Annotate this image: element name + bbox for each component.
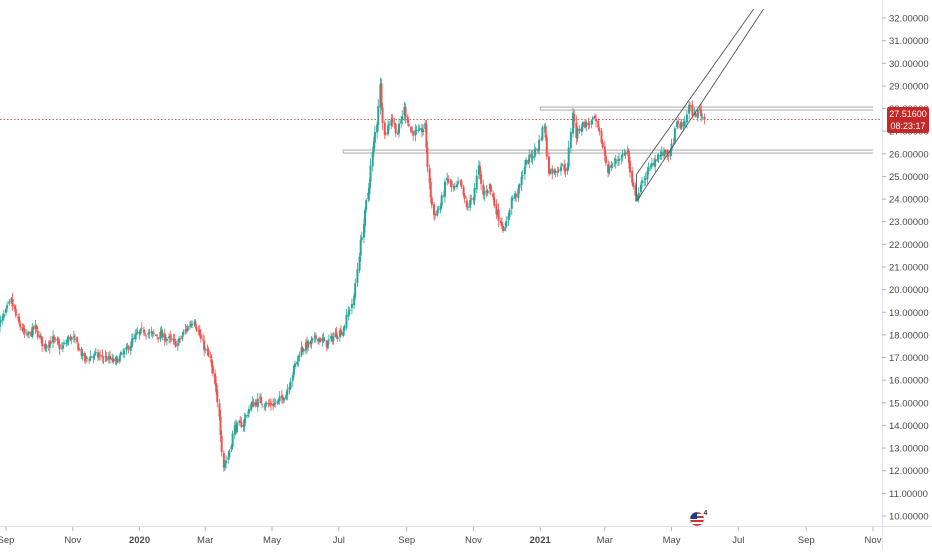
candle (568, 141, 570, 171)
time-tick-label: Jul (333, 535, 345, 546)
horizontal-level-2[interactable] (343, 150, 873, 153)
candle (89, 350, 91, 361)
time-tick-label: 2021 (530, 535, 552, 546)
price-tick-label: 15.00000 (889, 398, 929, 409)
price-tick-label: 22.00000 (889, 240, 929, 251)
time-tick-label: May (263, 535, 281, 546)
candle (654, 155, 656, 172)
time-tick-label: Sep (0, 535, 14, 546)
candle (541, 125, 543, 141)
time-tick-label: May (663, 535, 681, 546)
channel-lower-line[interactable] (637, 9, 764, 201)
price-tick-label: 31.00000 (889, 36, 929, 47)
badge-label: 4 (704, 510, 708, 517)
candle (0, 316, 2, 327)
price-tick-label: 25.00000 (889, 172, 929, 183)
candle (12, 293, 14, 311)
channel-layer (637, 9, 764, 201)
price-tick-label: 23.00000 (889, 217, 929, 228)
candle (356, 263, 358, 287)
current-price-value: 27.51600 (887, 108, 929, 120)
time-tick-label: 2020 (129, 535, 150, 546)
candle (384, 120, 386, 139)
price-tick-label: 24.00000 (889, 195, 929, 206)
price-tick-label: 21.00000 (889, 263, 929, 274)
candle (8, 299, 10, 306)
candle (157, 337, 159, 343)
price-tick-label: 16.00000 (889, 376, 929, 387)
time-tick-label: Jul (732, 535, 744, 546)
candle (684, 116, 686, 128)
candle (444, 179, 446, 203)
channel-upper-line[interactable] (637, 9, 754, 174)
candle (703, 114, 705, 125)
price-tick-label: 30.00000 (889, 59, 929, 70)
levels-layer (0, 107, 882, 153)
horizontal-level-1[interactable] (540, 107, 873, 110)
candle (570, 128, 572, 154)
time-tick-label: Sep (398, 535, 415, 546)
time-tick-label: Nov (64, 535, 81, 546)
current-price-label: 27.51600 08:23:17 (887, 107, 929, 133)
candle (412, 131, 414, 141)
candle (697, 109, 699, 122)
price-tick-label: 19.00000 (889, 308, 929, 319)
price-tick-label: 26.00000 (889, 149, 929, 160)
candle (290, 378, 292, 390)
price-tick-label: 17.00000 (889, 353, 929, 364)
candle (395, 123, 397, 137)
candle (345, 309, 347, 330)
candle (451, 179, 453, 192)
price-tick-label: 18.00000 (889, 330, 929, 341)
candle (546, 134, 548, 160)
candle (680, 119, 682, 130)
time-axis[interactable]: Sep Nov 2020 Mar May Jul Sep Nov 2021 Mar May Jul Se… (0, 527, 932, 551)
bar-countdown: 08:23:17 (887, 120, 929, 132)
candle (498, 203, 500, 227)
price-axis[interactable]: 32.0000031.0000030.0000029.0000028.00000… (882, 0, 932, 550)
candle (441, 192, 443, 208)
price-tick-label: 14.00000 (889, 421, 929, 432)
time-tick-label: Sep (798, 535, 815, 546)
price-tick-label: 12.00000 (889, 466, 929, 477)
time-tick-label: Nov (465, 535, 482, 546)
candles-layer (0, 78, 705, 472)
time-tick-label: Mar (597, 535, 613, 546)
price-tick-label: 20.00000 (889, 285, 929, 296)
price-tick-label: 10.00000 (889, 511, 929, 522)
time-tick-label: Mar (197, 535, 213, 546)
candle (551, 165, 553, 179)
candle (476, 169, 478, 193)
candle (579, 125, 581, 134)
candle (41, 336, 43, 352)
candle (505, 216, 507, 228)
price-tick-label: 13.00000 (889, 444, 929, 455)
candle (257, 393, 259, 412)
time-tick-label: Nov (865, 535, 882, 546)
candle (261, 403, 263, 408)
candle (232, 430, 234, 449)
price-tick-label: 11.00000 (889, 489, 928, 500)
candle (354, 278, 356, 300)
candle (351, 298, 353, 314)
price-tick-label: 32.00000 (889, 14, 929, 25)
candle (528, 149, 530, 168)
price-tick-label: 29.00000 (889, 81, 929, 92)
us-flag-icon[interactable]: 4 (689, 509, 709, 527)
